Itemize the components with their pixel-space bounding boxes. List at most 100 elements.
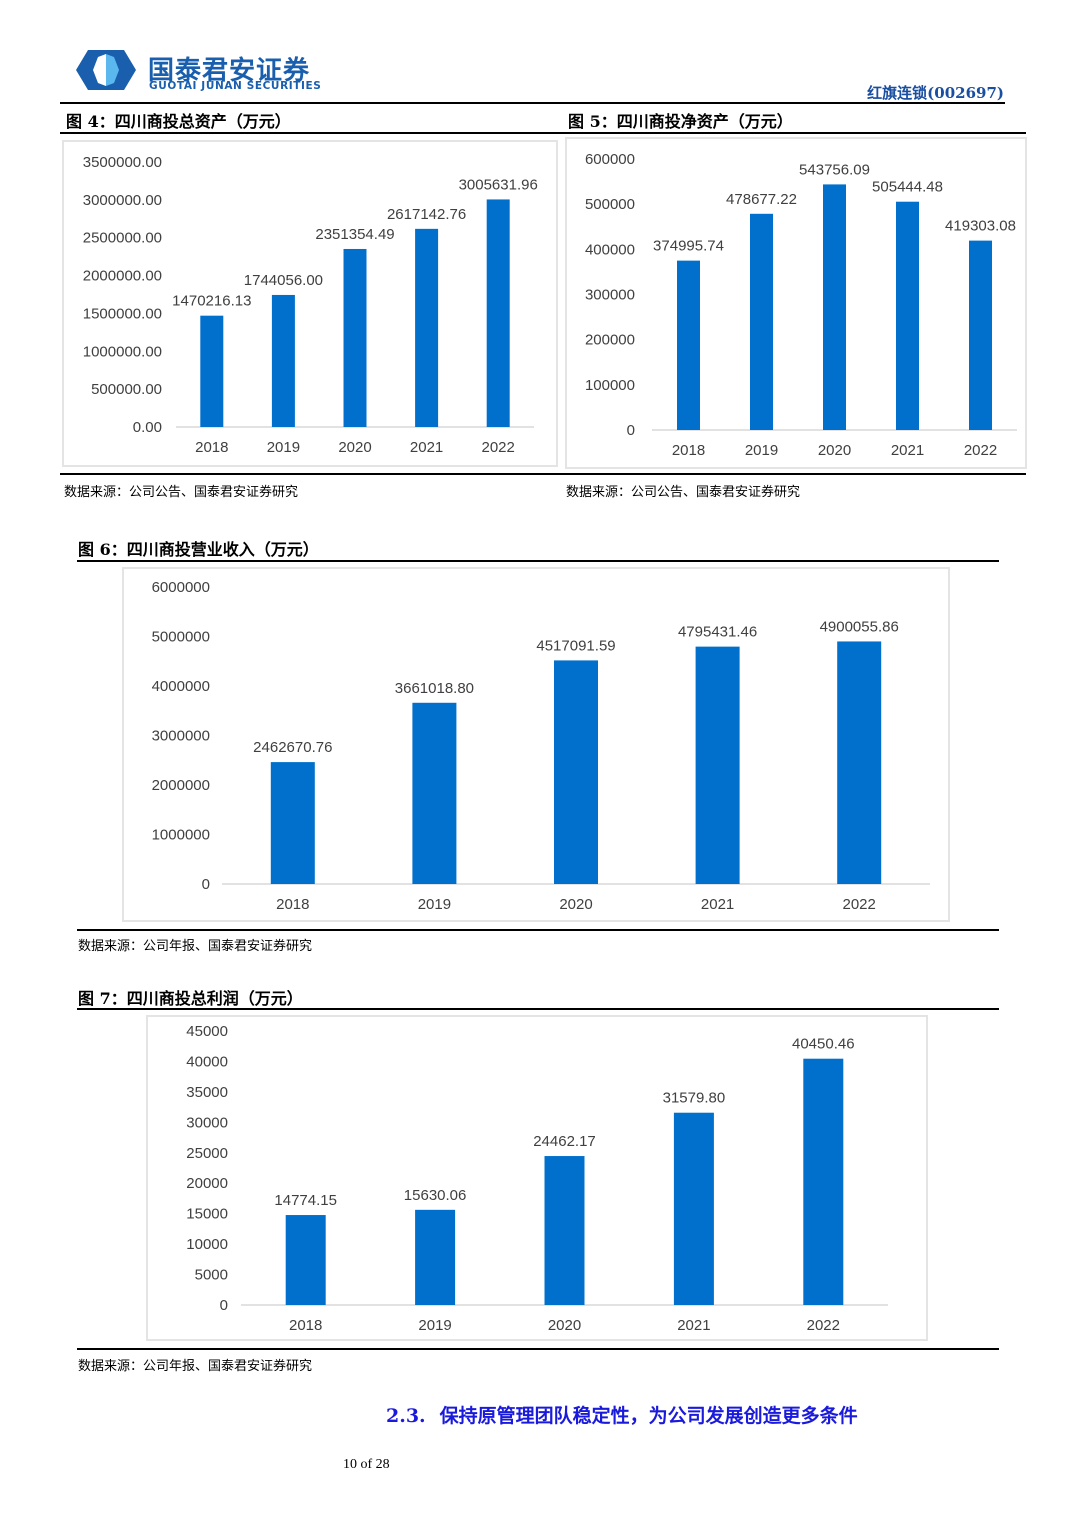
y-tick-label: 3500000.00 <box>83 154 162 171</box>
bar <box>412 702 457 884</box>
y-tick-label: 30000 <box>186 1114 228 1131</box>
data-label: 4795431.46 <box>678 624 757 641</box>
y-tick-label: 1000000 <box>152 827 210 844</box>
data-label: 1744056.00 <box>244 272 323 289</box>
data-label: 3661018.80 <box>395 680 474 697</box>
y-tick-label: 1000000.00 <box>83 343 162 360</box>
figure-4-5-bottom-rule <box>60 473 1026 475</box>
y-tick-label: 2500000.00 <box>83 230 162 247</box>
bar <box>969 240 992 430</box>
y-tick-label: 45000 <box>186 1023 228 1040</box>
data-label: 2351354.49 <box>315 226 394 243</box>
brand-name-cn: 国泰君安证券 <box>148 56 311 86</box>
figure-6-bottom-rule <box>77 929 999 931</box>
figure-6-title-rule <box>77 560 999 562</box>
figure-4-chart: 0.00 500000.00 1000000.00 1500000.00 2000000… <box>62 140 558 467</box>
guotai-junan-logo-icon <box>76 50 136 90</box>
y-tick-label: 4000000 <box>152 678 210 695</box>
y-tick-label: 400000 <box>585 241 635 258</box>
header-divider <box>60 102 1005 104</box>
data-label: 3005631.96 <box>459 176 538 193</box>
data-label: 543756.09 <box>799 161 870 178</box>
data-label: 31579.80 <box>663 1090 726 1107</box>
x-tick-label: 2022 <box>807 1317 840 1334</box>
x-tick-label: 2020 <box>338 439 371 456</box>
data-label: 505444.48 <box>872 179 943 196</box>
bar <box>285 1215 326 1305</box>
x-tick-label: 2019 <box>745 442 778 459</box>
figure-5-chart: 0 100000 200000 300000 400000 500000 600000 374… <box>565 137 1027 469</box>
y-tick-label: 3000000.00 <box>83 192 162 209</box>
y-tick-label: 600000 <box>585 151 635 168</box>
figure-5-source: 数据来源：公司公告、国泰君安证券研究 <box>566 485 801 500</box>
figure-4-5-title-rule <box>60 132 1026 134</box>
bar <box>271 294 295 427</box>
y-tick-label: 2000000.00 <box>83 268 162 285</box>
y-tick-label: 0 <box>627 422 635 439</box>
y-tick-label: 0 <box>220 1297 228 1314</box>
brand-name-en: GUOTAI JUNAN SECURITIES <box>149 80 322 92</box>
figure-7-chart: 0 5000 10000 15000 20000 25000 30000 35000 40000… <box>146 1015 928 1341</box>
y-tick-label: 500000.00 <box>91 381 162 398</box>
y-tick-label: 1500000.00 <box>83 305 162 322</box>
bar <box>544 1156 585 1305</box>
y-tick-label: 15000 <box>186 1206 228 1223</box>
data-label: 1470216.13 <box>172 293 251 310</box>
bar <box>200 315 224 427</box>
y-tick-label: 35000 <box>186 1084 228 1101</box>
y-tick-label: 0.00 <box>133 419 162 436</box>
y-tick-label: 5000 <box>195 1267 228 1284</box>
figure-6-source: 数据来源：公司年报、国泰君安证券研究 <box>78 939 313 954</box>
figure-6-chart: 0 1000000 2000000 3000000 4000000 5000000 6000… <box>122 567 950 922</box>
x-tick-label: 2022 <box>964 442 997 459</box>
data-label: 14774.15 <box>274 1192 337 1209</box>
y-tick-label: 0 <box>202 876 210 893</box>
bar <box>673 1112 714 1305</box>
figure-7-source: 数据来源：公司年报、国泰君安证券研究 <box>78 1359 313 1374</box>
bar <box>415 1209 456 1305</box>
data-label: 24462.17 <box>533 1133 596 1150</box>
bar <box>837 641 882 884</box>
x-tick-label: 2018 <box>672 442 705 459</box>
bar <box>677 260 700 430</box>
bar <box>343 248 367 427</box>
y-tick-label: 20000 <box>186 1175 228 1192</box>
y-tick-label: 6000000 <box>152 579 210 596</box>
x-tick-label: 2021 <box>677 1317 710 1334</box>
x-tick-label: 2020 <box>818 442 851 459</box>
data-label: 2462670.76 <box>253 739 332 756</box>
bar <box>554 660 598 884</box>
x-tick-label: 2018 <box>289 1317 322 1334</box>
y-tick-label: 25000 <box>186 1145 228 1162</box>
bar <box>896 201 919 430</box>
figure-6-title: 图 6：四川商投营业收入（万元） <box>78 540 319 559</box>
x-tick-label: 2019 <box>267 439 300 456</box>
y-tick-label: 5000000 <box>152 629 210 646</box>
data-label: 419303.08 <box>945 218 1016 235</box>
figure-4-title: 图 4：四川商投总资产（万元） <box>66 112 291 131</box>
figure-7-title: 图 7：四川商投总利润（万元） <box>78 989 303 1008</box>
bar <box>750 213 773 430</box>
bar <box>803 1058 844 1305</box>
x-tick-label: 2021 <box>701 896 734 913</box>
bar <box>415 228 439 427</box>
figure-4-source: 数据来源：公司公告、国泰君安证券研究 <box>64 485 299 500</box>
x-tick-label: 2020 <box>559 896 592 913</box>
x-tick-label: 2021 <box>891 442 924 459</box>
section-heading: 2.3. 保持原管理团队稳定性，为公司发展创造更多条件 <box>386 1401 858 1428</box>
y-tick-label: 500000 <box>585 196 635 213</box>
page-number: 10 of 28 <box>343 1457 390 1472</box>
data-label: 40450.46 <box>792 1036 855 1053</box>
data-label: 478677.22 <box>726 191 797 208</box>
y-tick-label: 3000000 <box>152 728 210 745</box>
y-tick-label: 300000 <box>585 287 635 304</box>
bar <box>486 199 510 427</box>
x-tick-label: 2019 <box>418 896 451 913</box>
x-tick-label: 2022 <box>482 439 515 456</box>
y-tick-label: 100000 <box>585 377 635 394</box>
data-label: 4517091.59 <box>536 637 615 654</box>
section-number: 2.3. <box>386 1405 426 1427</box>
bar <box>823 184 846 430</box>
figure-5-title: 图 5：四川商投净资产（万元） <box>568 112 793 131</box>
figure-7-bottom-rule <box>77 1348 999 1350</box>
